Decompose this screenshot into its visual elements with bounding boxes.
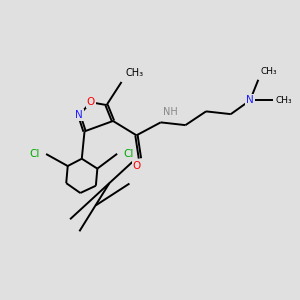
Text: NH: NH bbox=[163, 107, 177, 118]
Text: N: N bbox=[75, 110, 83, 120]
Text: O: O bbox=[87, 97, 95, 107]
Text: CH₃: CH₃ bbox=[275, 96, 292, 105]
Text: N: N bbox=[246, 95, 254, 105]
Text: CH₃: CH₃ bbox=[260, 67, 277, 76]
Text: O: O bbox=[133, 161, 141, 171]
Text: CH₃: CH₃ bbox=[125, 68, 144, 78]
Text: Cl: Cl bbox=[30, 149, 40, 159]
Text: Cl: Cl bbox=[123, 149, 134, 159]
